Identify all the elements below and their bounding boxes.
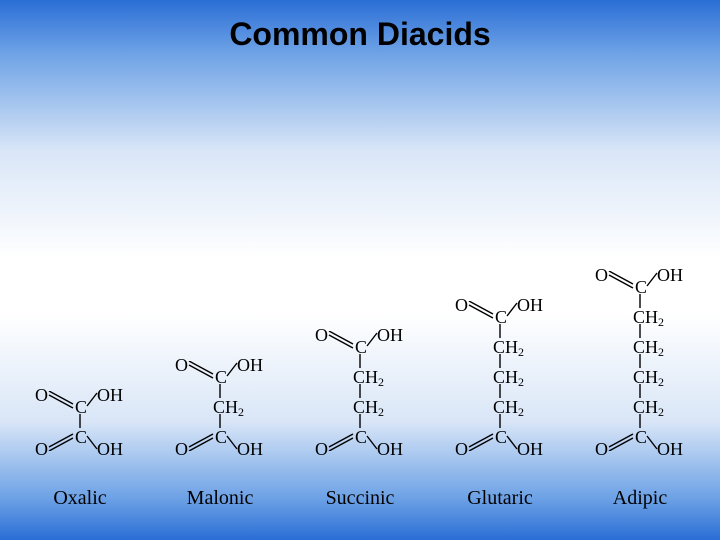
o-atom: O [455,295,468,316]
acid-name: Malonic [187,487,254,510]
o-atom: O [595,265,608,286]
ch2-unit: CH2 [455,331,545,361]
ch2-unit: CH2 [315,391,405,421]
acid-oxalic: OCOH OCOH Oxalic [35,391,125,510]
cooh-bottom: OCOH [315,421,405,451]
oh-group: OH [97,439,123,460]
cooh-top: OCOH [315,331,405,361]
acid-name: Succinic [326,487,395,510]
acid-succinic: OCOH CH2 CH2 OCOH Succinic [315,331,405,510]
structure: OCOH CH2 CH2 CH2 OCOH [455,301,545,451]
acid-glutaric: OCOH CH2 CH2 CH2 OCOH Glutaric [455,301,545,510]
ch2-label: CH2 [353,367,384,390]
cooh-bottom: OCOH [175,421,265,451]
cooh-bottom: OCOH [455,421,545,451]
ch2-label: CH2 [633,307,664,330]
ch2-label: CH2 [633,367,664,390]
structure: OCOH CH2 CH2 CH2 CH2 OCOH [595,271,685,451]
cooh-bottom: OCOH [595,421,685,451]
ch2-label: CH2 [493,337,524,360]
c-atom: C [495,427,507,448]
c-atom: C [495,307,507,328]
oh-group: OH [97,385,123,406]
ch2-label: CH2 [633,337,664,360]
oh-group: OH [517,295,543,316]
cooh-top: OCOH [595,271,685,301]
o-atom: O [595,439,608,460]
ch2-label: CH2 [633,397,664,420]
o-atom: O [35,439,48,460]
o-atom: O [455,439,468,460]
c-atom: C [635,277,647,298]
ch2-label: CH2 [353,397,384,420]
c-atom: C [75,397,87,418]
structure: OCOH CH2 CH2 OCOH [315,331,405,451]
ch2-unit: CH2 [595,301,685,331]
structure: OCOH CH2 OCOH [175,361,265,451]
acid-name: Adipic [613,487,667,510]
oh-group: OH [517,439,543,460]
ch2-unit: CH2 [595,361,685,391]
structure: OCOH OCOH [35,391,125,451]
o-atom: O [175,439,188,460]
cooh-top: OCOH [175,361,265,391]
ch2-unit: CH2 [455,361,545,391]
o-atom: O [175,355,188,376]
c-atom: C [215,367,227,388]
ch2-unit: CH2 [595,391,685,421]
cooh-top: OCOH [455,301,545,331]
ch2-label: CH2 [493,367,524,390]
ch2-label: CH2 [213,397,244,420]
cooh-top: OCOH [35,391,125,421]
c-atom: C [75,427,87,448]
ch2-unit: CH2 [455,391,545,421]
oh-group: OH [657,265,683,286]
ch2-unit: CH2 [175,391,265,421]
oh-group: OH [237,355,263,376]
c-atom: C [215,427,227,448]
c-atom: C [355,337,367,358]
acid-name: Glutaric [467,487,533,510]
ch2-unit: CH2 [315,361,405,391]
page-title: Common Diacids [0,16,720,53]
oh-group: OH [657,439,683,460]
o-atom: O [35,385,48,406]
ch2-unit: CH2 [595,331,685,361]
structures-row: OCOH OCOH OxalicOCOH CH2 OCOH MalonicOCO… [10,120,710,510]
o-atom: O [315,325,328,346]
acid-malonic: OCOH CH2 OCOH Malonic [175,361,265,510]
ch2-label: CH2 [493,397,524,420]
acid-adipic: OCOH CH2 CH2 CH2 CH2 OCOH Adipic [595,271,685,510]
acid-name: Oxalic [53,487,106,510]
o-atom: O [315,439,328,460]
c-atom: C [635,427,647,448]
slide: Common Diacids OCOH OCOH OxalicOCOH CH2 … [0,0,720,540]
oh-group: OH [377,325,403,346]
oh-group: OH [237,439,263,460]
c-atom: C [355,427,367,448]
cooh-bottom: OCOH [35,421,125,451]
oh-group: OH [377,439,403,460]
